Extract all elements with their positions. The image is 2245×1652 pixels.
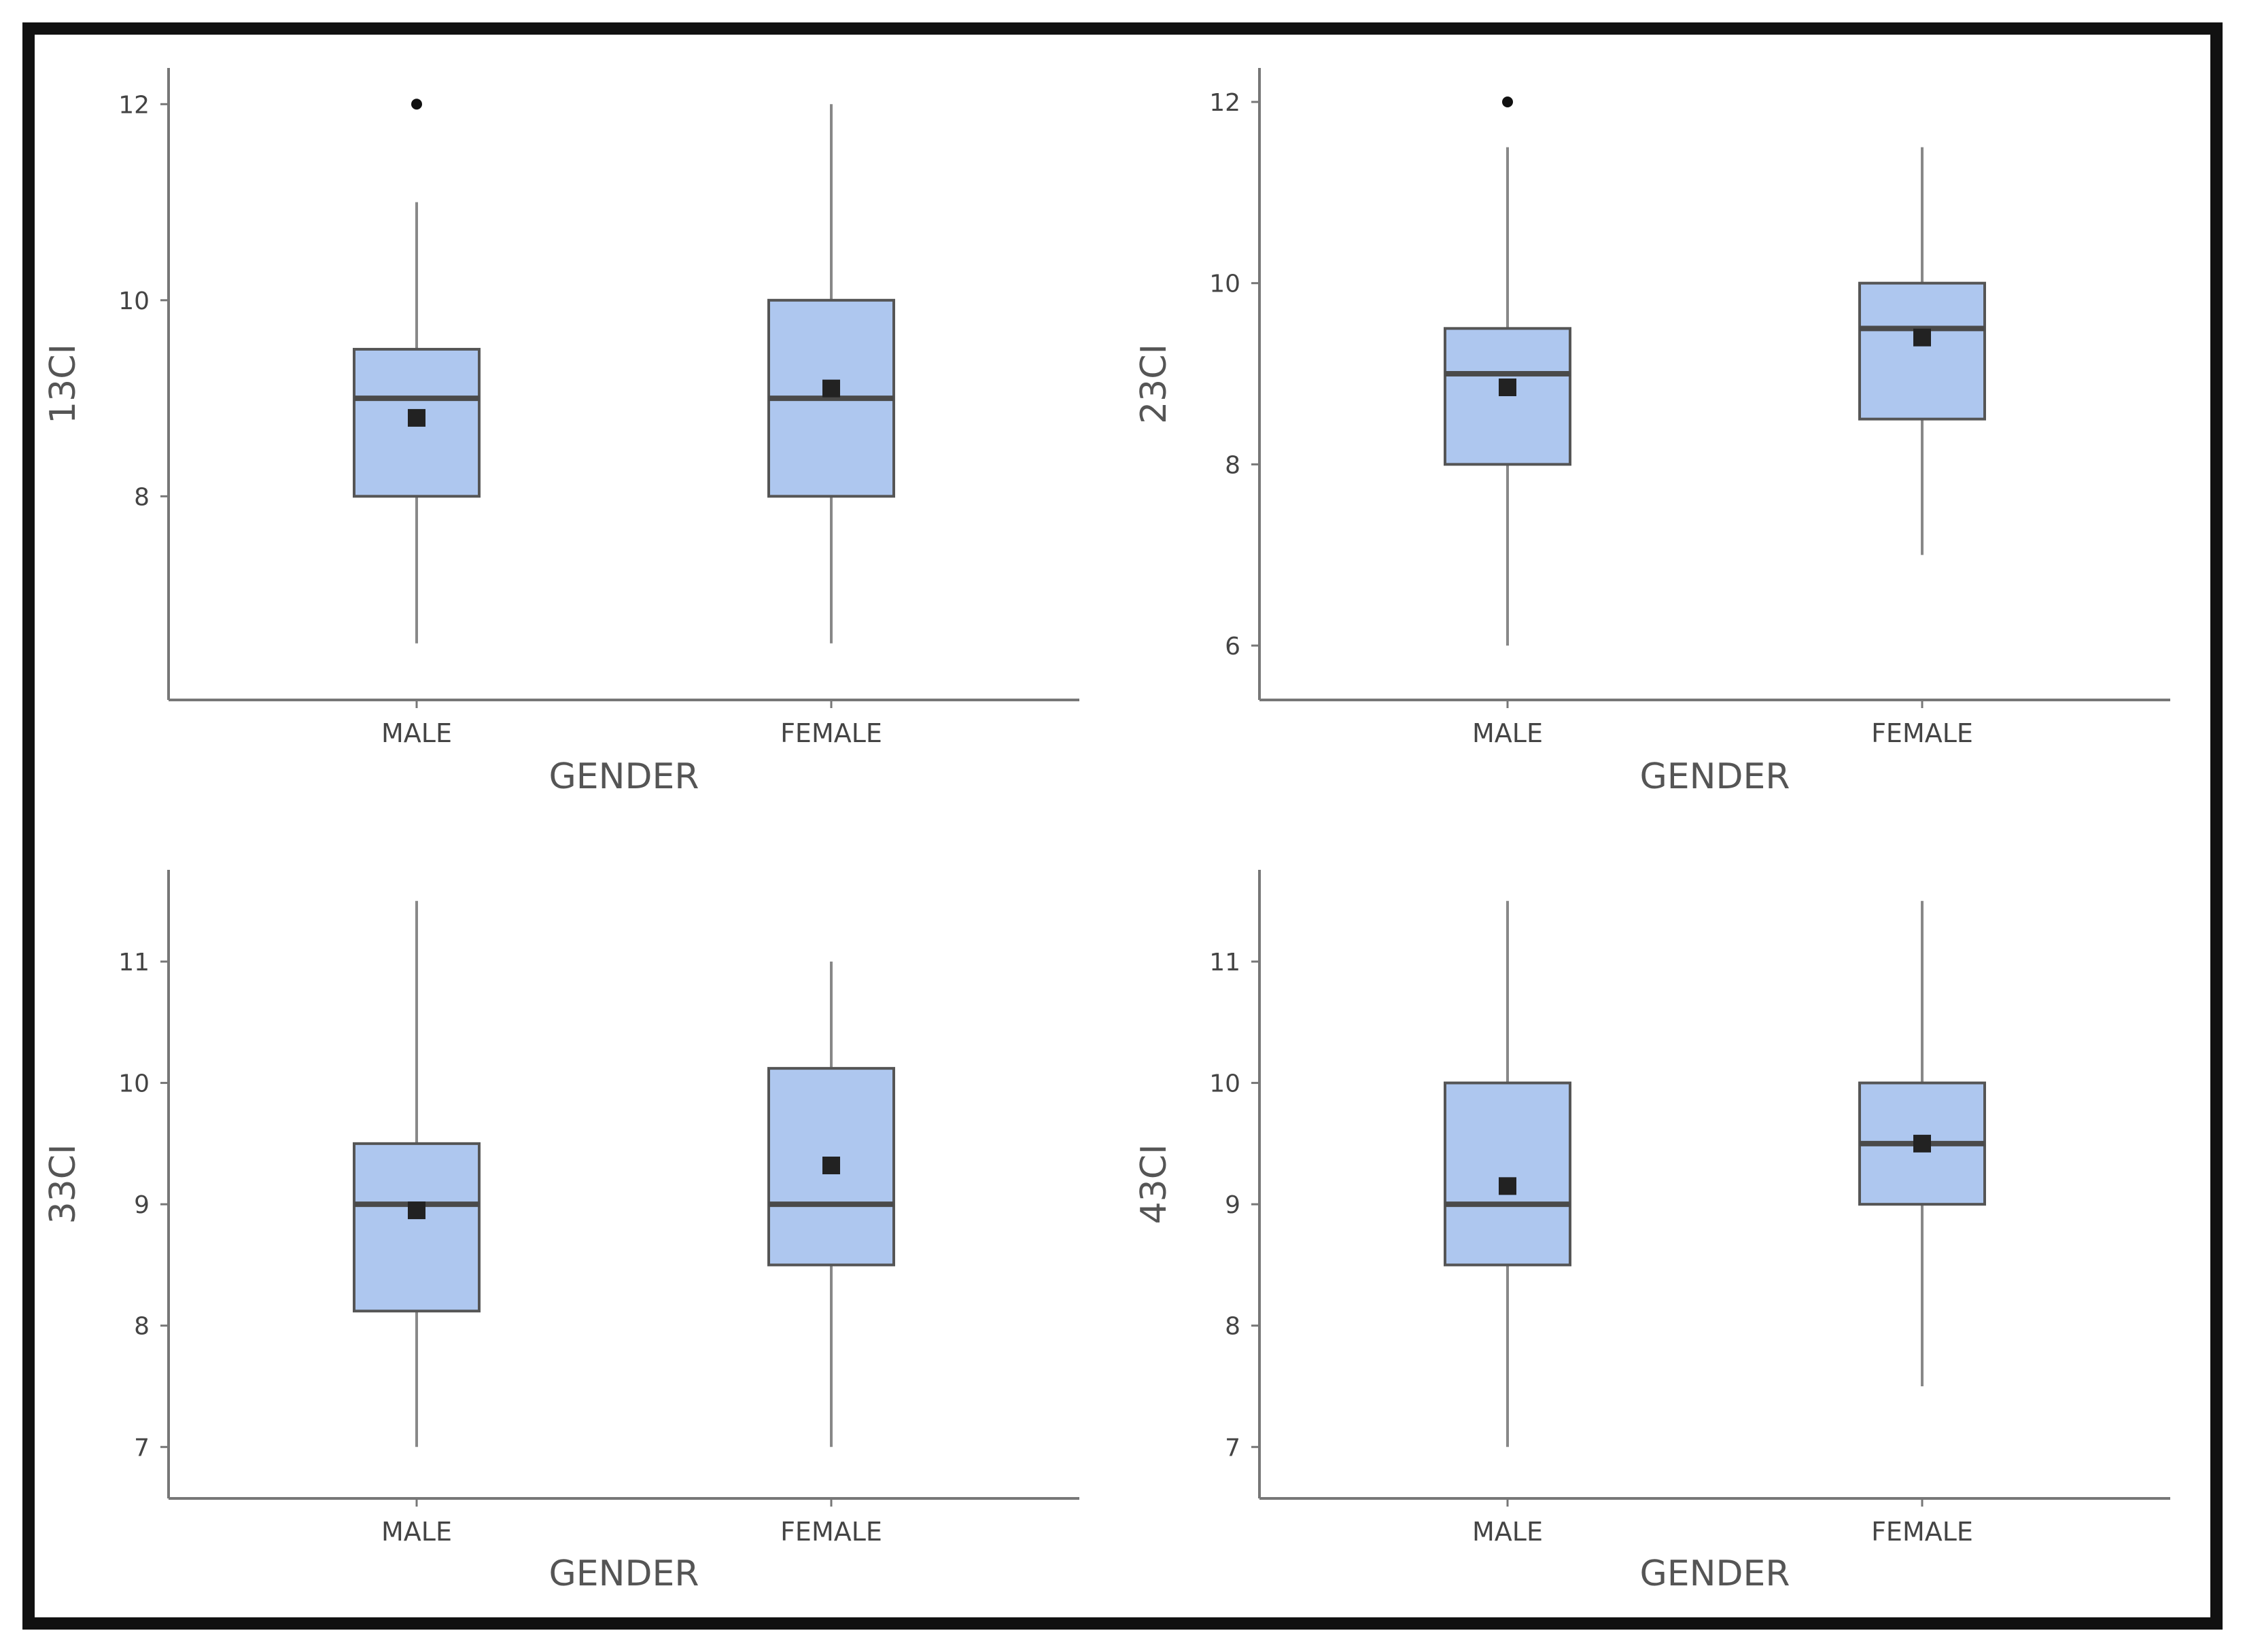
mean-marker-male [408,408,425,427]
chart-panel-23ci: 6 8 10 12 MALE FEMALE GENDER 23CI [1134,68,2170,797]
outlier-point-male [411,99,422,110]
y-tick-label: 10 [118,1070,150,1098]
mean-marker-female [1913,328,1931,347]
mean-marker-male [1499,379,1516,396]
y-tick-label: 10 [1209,1070,1240,1098]
x-tick-label: FEMALE [1871,718,1973,748]
y-tick-label: 11 [118,949,150,977]
y-tick-label: 12 [1209,89,1240,117]
x-tick-label: MALE [1472,1517,1543,1547]
x-tick-label: FEMALE [780,718,882,748]
y-tick-label: 10 [118,287,150,315]
iqr-box-male [1444,327,1571,466]
mean-marker-female [822,379,840,398]
y-tick-label: 8 [1225,1313,1240,1341]
y-axis-title: 43CI [1134,1144,1174,1225]
y-tick-label: 6 [1225,633,1240,661]
x-tick-label: MALE [381,1517,452,1547]
outlier-point-male [1502,96,1513,107]
mean-marker-female [822,1157,840,1174]
y-tick-label: 10 [1209,270,1240,298]
x-tick-label: MALE [381,718,452,748]
figure-frame [22,22,2223,1630]
x-tick-label: MALE [1472,718,1543,748]
y-axis-title: 33CI [43,1144,84,1225]
y-tick-label: 7 [1225,1434,1240,1462]
y-axis-title: 13CI [43,344,84,424]
y-tick-label: 12 [118,91,150,119]
y-tick-label: 8 [134,1313,150,1341]
mean-marker-male [1499,1177,1516,1195]
x-axis-title: GENDER [549,756,699,797]
iqr-box-female [1858,281,1986,421]
y-axis-title: 23CI [1134,344,1174,424]
iqr-box-male [1444,1081,1571,1267]
chart-panel-13ci: 8 10 12 MALE FEMALE GENDER 13CI [43,68,1079,797]
mean-marker-male [408,1201,425,1220]
x-axis-title: GENDER [1639,756,1790,797]
x-tick-label: FEMALE [1871,1517,1973,1547]
x-tick-label: FEMALE [780,1517,882,1547]
y-tick-label: 8 [134,483,150,511]
mean-marker-female [1913,1134,1931,1153]
y-tick-label: 11 [1209,949,1240,977]
x-axis-title: GENDER [549,1553,699,1594]
chart-panel-43ci: 7 8 9 10 11 MALE FEMALE GENDER 43CI [1134,870,2170,1594]
y-tick-label: 9 [134,1191,150,1219]
y-tick-label: 9 [1225,1191,1240,1219]
y-tick-label: 7 [134,1434,150,1462]
chart-panel-33ci: 7 8 9 10 11 MALE FEMALE GENDER 33CI [43,870,1079,1594]
x-axis-title: GENDER [1639,1553,1790,1594]
iqr-box-male [353,1142,481,1313]
y-tick-label: 8 [1225,451,1240,479]
